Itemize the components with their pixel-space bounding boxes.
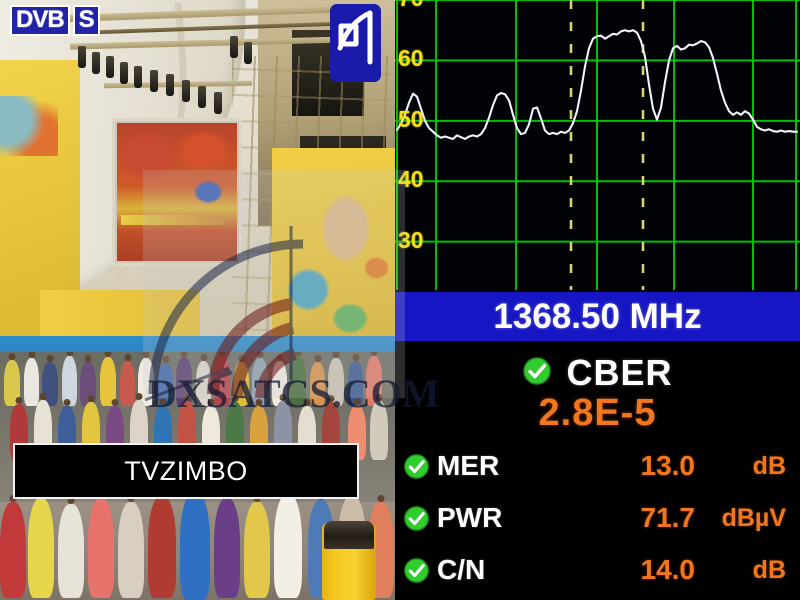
video-stage-lamp <box>120 62 128 84</box>
cber-block: CBER 2.8E-5 <box>395 344 800 440</box>
crowd-person <box>0 502 26 598</box>
crowd-person <box>348 361 363 406</box>
dvb-logo-suffix: S <box>72 5 100 36</box>
frequency-banner[interactable]: 1368.50 MHz <box>395 292 800 341</box>
measurement-row-mer[interactable]: MER 13.0 dB <box>395 440 800 492</box>
spectrum-svg <box>395 0 800 290</box>
crowd-person <box>88 498 114 598</box>
measurement-unit: dBµV <box>721 503 786 532</box>
dvb-logo-text: DVB <box>10 5 70 36</box>
spectrum-analyzer-chart[interactable]: 70 60 50 40 30 <box>395 0 800 290</box>
measurement-pane: 70 60 50 40 30 1368.50 MHz CBER 2.8E-5 MER 13… <box>395 0 800 600</box>
crowd-person <box>118 502 144 598</box>
measurement-unit: dB <box>752 555 786 584</box>
dvb-s-logo: DVB S <box>8 3 102 38</box>
crowd-person <box>58 504 84 598</box>
video-stage-lamp <box>214 92 222 114</box>
spectrum-trace <box>395 29 799 141</box>
measurement-value: 71.7 <box>640 502 696 533</box>
y-axis-tick-60: 60 <box>398 45 424 72</box>
video-stage-lamp <box>78 46 86 68</box>
measurement-row-c-n[interactable]: C/N 14.0 dB <box>395 544 800 596</box>
crowd-person <box>148 496 176 598</box>
video-preview-pane[interactable]: DVB S TVZIMBO <box>0 0 395 600</box>
crowd-person <box>290 356 306 406</box>
satellite-signal-icon <box>330 4 381 82</box>
crowd-person <box>24 358 39 406</box>
cber-label: CBER <box>566 352 673 393</box>
crowd-person <box>28 498 54 598</box>
measurement-rows: MER 13.0 dB PWR 71.7 dBµV C/N 14.0 dB <box>395 440 800 600</box>
video-yellow-bin-lid <box>324 521 374 549</box>
green-check-icon <box>522 356 552 391</box>
measurement-row-pwr[interactable]: PWR 71.7 dBµV <box>395 492 800 544</box>
green-check-icon <box>403 453 430 480</box>
video-stage-lamp <box>150 70 158 92</box>
channel-name-banner[interactable]: TVZIMBO <box>13 443 359 499</box>
measurement-label: C/N <box>437 554 486 585</box>
measurement-label: MER <box>437 450 500 481</box>
green-check-icon <box>403 557 430 584</box>
crowd-person <box>310 362 325 406</box>
frequency-value: 1368.50 MHz <box>493 296 702 336</box>
crowd-person <box>370 401 388 460</box>
video-left-panel-art <box>0 96 58 156</box>
video-stage-lamp <box>92 52 100 74</box>
video-stage-lamp <box>134 66 142 88</box>
video-stage-lamp <box>182 80 190 102</box>
crowd-person <box>274 494 302 598</box>
y-axis-tick-70: 70 <box>398 0 424 12</box>
crowd-person <box>180 492 210 600</box>
video-led-screen-frame <box>112 118 242 266</box>
video-right-panel-art <box>282 178 392 358</box>
y-axis-tick-50: 50 <box>398 105 424 132</box>
video-stage-lamp <box>106 56 114 78</box>
video-stage-lamp <box>198 86 206 108</box>
crowd-person <box>120 361 135 406</box>
video-stage-lamp <box>166 74 174 96</box>
crowd-person <box>4 360 20 406</box>
crowd-person <box>214 498 240 598</box>
measurement-unit: dB <box>752 451 786 480</box>
y-axis-tick-40: 40 <box>398 166 424 193</box>
crowd-person <box>100 357 116 406</box>
video-led-screen <box>117 123 237 261</box>
crowd-person <box>214 356 230 406</box>
cber-header-row: CBER <box>395 352 800 394</box>
measurement-label: PWR <box>437 502 503 533</box>
crowd-person <box>328 358 344 406</box>
channel-name-text: TVZIMBO <box>124 455 248 486</box>
y-axis-tick-30: 30 <box>398 226 424 253</box>
video-stage-lamp <box>244 42 252 64</box>
video-led-banner-strip <box>121 215 225 225</box>
crowd-person <box>244 502 270 598</box>
cber-value: 2.8E-5 <box>538 392 657 434</box>
measurement-value: 14.0 <box>640 554 696 585</box>
crowd-person <box>62 356 77 406</box>
green-check-icon <box>403 505 430 532</box>
video-stage-lamp <box>230 36 238 58</box>
measurement-value: 13.0 <box>640 450 696 481</box>
